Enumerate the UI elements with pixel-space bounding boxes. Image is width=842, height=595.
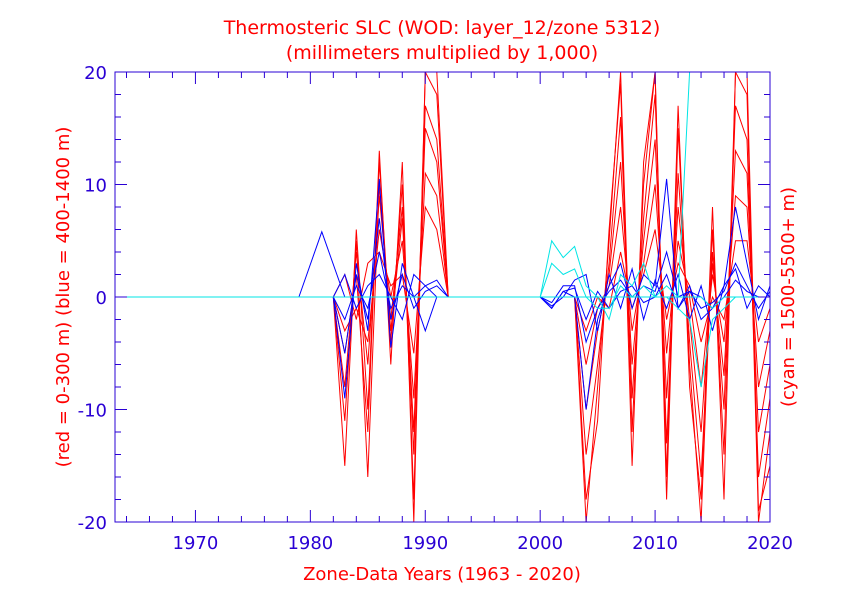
x-tick-label: 2010 bbox=[632, 533, 678, 554]
series-line-blue-13 bbox=[332, 178, 449, 399]
y-tick-label: -10 bbox=[78, 401, 107, 422]
y-tick-label: -20 bbox=[78, 513, 107, 534]
chart-subtitle: (millimeters multiplied by 1,000) bbox=[286, 42, 598, 64]
tick-labels-layer: 1970 1980 1990 2000 2010 2020 -20 -10 0 10 20 bbox=[78, 63, 793, 554]
series-line-blue-12 bbox=[298, 230, 346, 298]
y-axis-label-right: (cyan = 1500-5500+ m) bbox=[778, 187, 799, 407]
series-line-cyan-22 bbox=[539, 262, 736, 388]
x-tick-label: 2000 bbox=[517, 533, 563, 554]
series-line-cyan-21 bbox=[115, 72, 691, 321]
y-tick-label: 10 bbox=[84, 176, 107, 197]
x-tick-label: 2020 bbox=[747, 533, 793, 554]
chart-title: Thermosteric SLC (WOD: layer_12/zone 531… bbox=[223, 17, 661, 39]
y-tick-label: 0 bbox=[96, 288, 107, 309]
x-tick-label: 1990 bbox=[402, 533, 448, 554]
series-layer bbox=[115, 72, 770, 522]
series-line-cyan-23 bbox=[540, 296, 770, 310]
x-axis-label: Zone-Data Years (1963 - 2020) bbox=[303, 564, 581, 585]
series-line-red-1 bbox=[332, 105, 449, 455]
x-tick-label: 1970 bbox=[173, 533, 219, 554]
y-tick-label: 20 bbox=[84, 63, 107, 84]
series-line-blue-18 bbox=[539, 250, 770, 344]
y-axis-label-left: (red = 0-300 m) (blue = 400-1400 m) bbox=[53, 127, 74, 468]
series-line-blue-17 bbox=[539, 178, 770, 410]
x-tick-label: 1980 bbox=[287, 533, 333, 554]
ticks-layer bbox=[115, 71, 771, 523]
